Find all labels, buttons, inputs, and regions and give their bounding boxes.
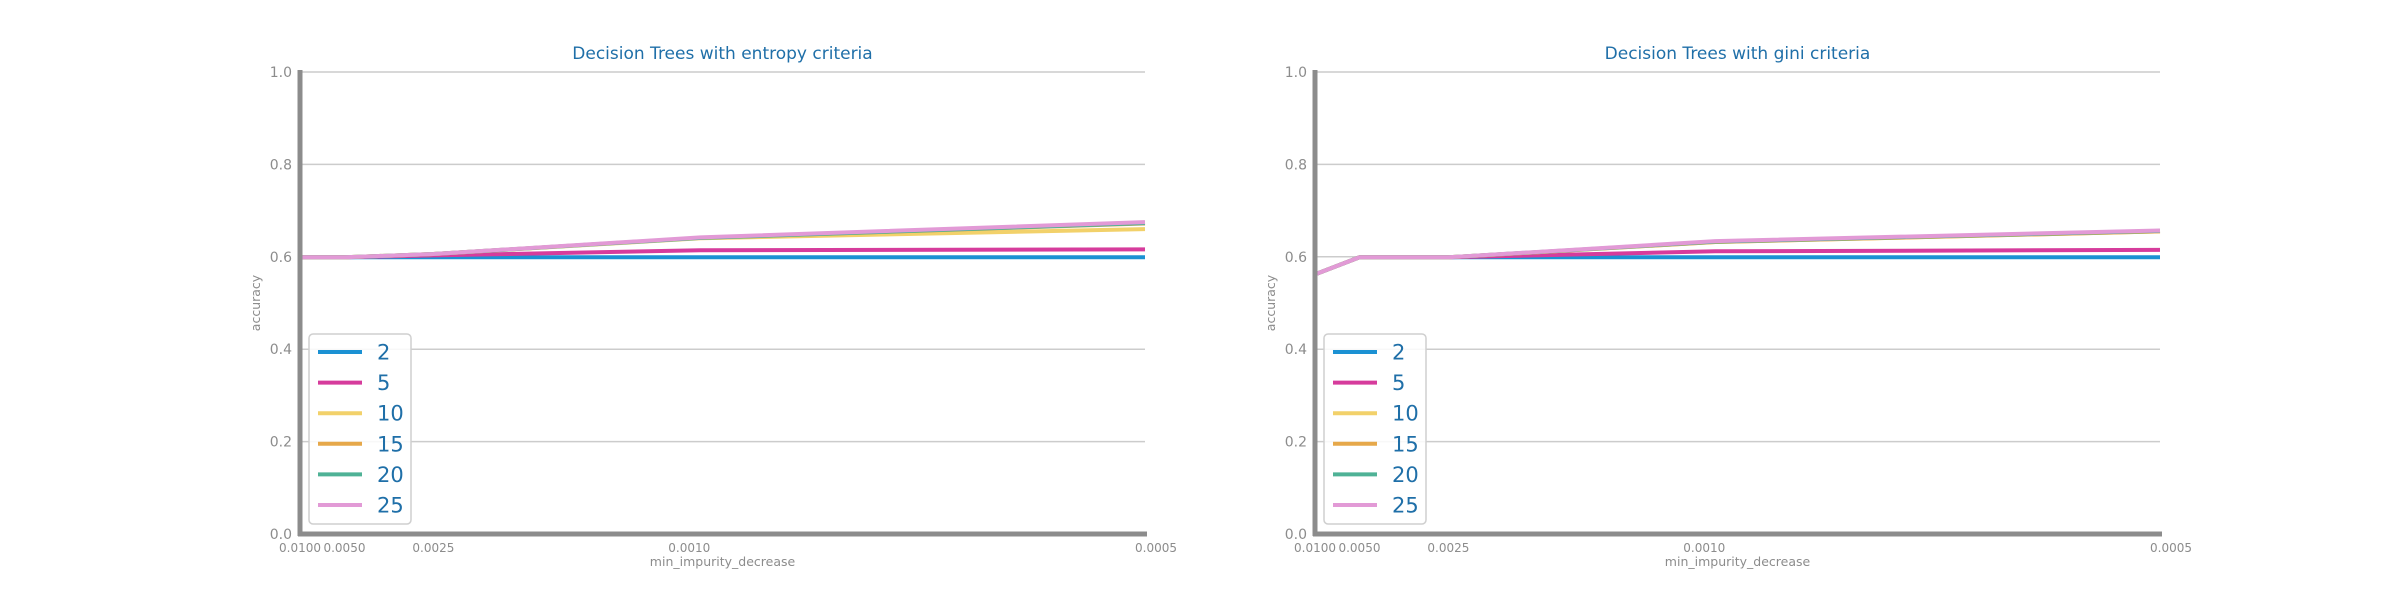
x-tick-label: 0.0005 bbox=[2150, 541, 2192, 555]
y-tick-label: 0.0 bbox=[1285, 527, 1307, 543]
x-tick-label: 0.0050 bbox=[323, 541, 365, 555]
legend-label: 10 bbox=[377, 402, 404, 426]
series-line-5 bbox=[1314, 247, 2161, 277]
legend-label: 15 bbox=[1392, 432, 1419, 456]
x-tick-label: 0.0050 bbox=[1338, 541, 1380, 555]
chart-title: Decision Trees with entropy criteria bbox=[572, 44, 872, 64]
x-tick-label: 0.0005 bbox=[1135, 541, 1177, 555]
y-tick-label: 0.6 bbox=[270, 250, 292, 266]
x-tick-label: 0.0010 bbox=[1683, 541, 1725, 555]
legend-label: 10 bbox=[1392, 402, 1419, 426]
x-axis-label: min_impurity_decrease bbox=[650, 554, 796, 569]
x-tick-label: 0.0100 bbox=[1294, 541, 1336, 555]
y-tick-label: 0.8 bbox=[1285, 157, 1307, 173]
y-tick-label: 1.0 bbox=[270, 65, 292, 81]
x-axis-label: min_impurity_decrease bbox=[1665, 554, 1811, 569]
legend-label: 5 bbox=[377, 371, 390, 395]
y-tick-label: 0.0 bbox=[270, 527, 292, 543]
y-axis-label: accuracy bbox=[248, 274, 263, 331]
series-line-25 bbox=[1314, 228, 2161, 277]
y-tick-label: 0.2 bbox=[1285, 435, 1307, 451]
series-line-25 bbox=[300, 220, 1146, 260]
legend-label: 5 bbox=[1392, 371, 1405, 395]
chart-gini: 0.0 0.2 0.4 0.6 0.8 1.0 0.0100 0.0050 0.0025 0.00… bbox=[1263, 44, 2192, 569]
legend-label: 25 bbox=[377, 494, 404, 518]
chart-entropy: 0.0 0.2 0.4 0.6 0.8 1.0 0.0100 0.0050 0.0025 0.00… bbox=[248, 44, 1177, 569]
y-tick-label: 0.4 bbox=[1285, 342, 1307, 358]
x-tick-label: 0.0100 bbox=[279, 541, 321, 555]
legend-label: 2 bbox=[377, 341, 390, 365]
legend-label: 20 bbox=[377, 463, 404, 487]
legend-label: 25 bbox=[1392, 494, 1419, 518]
x-tick-label: 0.0025 bbox=[1427, 541, 1469, 555]
y-tick-label: 1.0 bbox=[1285, 65, 1307, 81]
y-tick-label: 0.4 bbox=[270, 342, 292, 358]
y-tick-label: 0.6 bbox=[1285, 250, 1307, 266]
legend-label: 15 bbox=[377, 432, 404, 456]
y-tick-label: 0.2 bbox=[270, 435, 292, 451]
legend-label: 20 bbox=[1392, 463, 1419, 487]
legend-label: 2 bbox=[1392, 341, 1405, 365]
series-line-2 bbox=[1314, 255, 2160, 277]
x-tick-label: 0.0010 bbox=[668, 541, 710, 555]
y-tick-label: 0.8 bbox=[270, 157, 292, 173]
chart-title: Decision Trees with gini criteria bbox=[1605, 44, 1871, 64]
y-axis-label: accuracy bbox=[1263, 274, 1278, 331]
x-tick-label: 0.0025 bbox=[412, 541, 454, 555]
